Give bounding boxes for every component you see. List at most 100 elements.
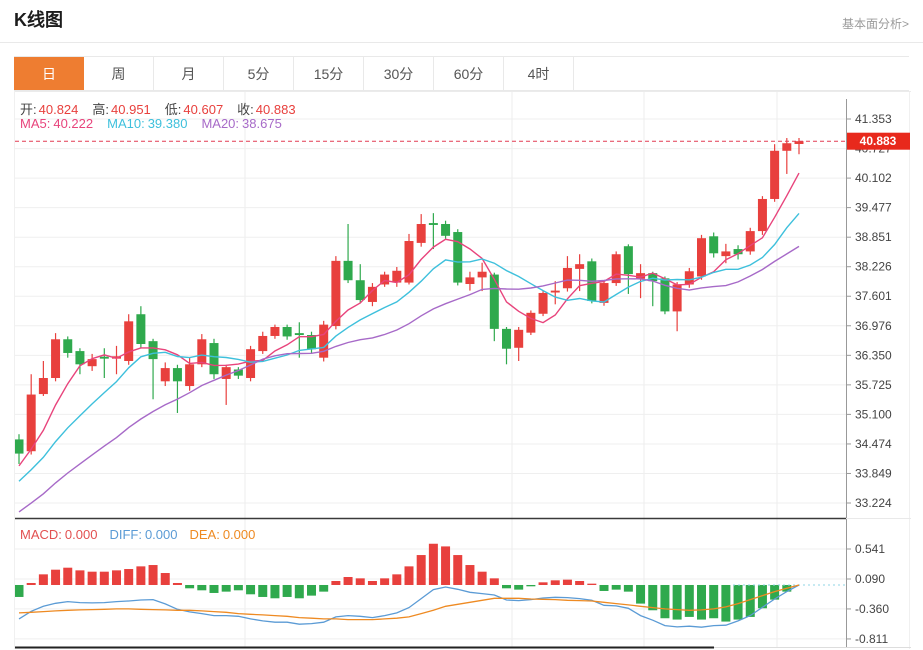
ma20-legend: MA20: 38.675 [201, 116, 282, 131]
price-axis-label: 39.477 [855, 201, 892, 215]
tab-周[interactable]: 周 [84, 57, 154, 90]
macd-bar [343, 577, 353, 585]
candle [550, 290, 560, 293]
price-axis-label: 41.353 [855, 112, 892, 126]
macd-bar [757, 584, 767, 609]
candle [185, 364, 195, 387]
macd-bar [465, 565, 475, 585]
tab-月[interactable]: 月 [154, 57, 224, 90]
price-axis-label: 37.601 [855, 289, 892, 303]
ma10-legend: MA10: 39.380 [107, 116, 188, 131]
tab-5分[interactable]: 5分 [224, 57, 294, 90]
quote-close: 收: 40.883 [237, 99, 295, 118]
macd-bar [587, 583, 597, 585]
candle [428, 223, 438, 225]
dea-line [18, 584, 800, 621]
tab-4时[interactable]: 4时 [504, 57, 574, 90]
candle [782, 143, 792, 151]
chart-panel: 41.35340.72740.10239.47738.85138.22637.6… [14, 91, 911, 649]
macd-bar [514, 584, 524, 590]
macd-bar [160, 573, 170, 585]
candle [538, 292, 548, 314]
candle [63, 339, 73, 353]
candle [282, 326, 292, 337]
price-axis-label: 33.849 [855, 466, 892, 480]
candle [112, 356, 121, 359]
macd-bar [270, 584, 280, 599]
close-value: 40.883 [255, 102, 296, 117]
tab-30分[interactable]: 30分 [364, 57, 434, 90]
candle [367, 286, 377, 302]
ma5-legend: MA5: 40.222 [20, 116, 94, 131]
macd-bar [355, 578, 365, 585]
candle [172, 368, 182, 382]
high-value: 40.951 [111, 102, 151, 117]
current-price-badge [847, 132, 910, 150]
candle [502, 328, 511, 349]
price-axis-label: 34.474 [855, 437, 892, 451]
candle [526, 312, 536, 333]
macd-bar [502, 584, 511, 589]
page-title: K线图 [14, 10, 63, 30]
macd-bar [404, 566, 414, 585]
macd-bar [428, 543, 438, 585]
macd-bar [294, 584, 304, 599]
low-value: 40.607 [183, 102, 224, 117]
candle [258, 335, 268, 352]
ma20-line [18, 245, 800, 513]
macd-bar [258, 584, 268, 597]
tab-15分[interactable]: 15分 [294, 57, 364, 90]
candle [197, 339, 207, 365]
diff-line [18, 584, 800, 628]
macd-bar [172, 582, 182, 585]
macd-bar [550, 580, 560, 585]
macd-bar [185, 584, 195, 589]
candle [636, 273, 646, 279]
diff-legend: DIFF: 0.000 [109, 527, 178, 542]
candle [757, 198, 767, 232]
macd-axis-label: -0.360 [855, 602, 889, 616]
candle [575, 264, 585, 269]
macd-bar [611, 584, 621, 590]
macd-bar [575, 580, 585, 585]
ma10-line [18, 212, 800, 482]
macd-bar [51, 569, 61, 585]
candle [160, 368, 170, 382]
macd-bar [197, 584, 207, 591]
candle [465, 277, 475, 285]
macd-bar [246, 584, 256, 595]
candle [477, 271, 487, 278]
page-header: K线图 基本面分析> [0, 0, 923, 32]
close-label: 收: [237, 102, 254, 117]
candle [148, 341, 158, 360]
macd-bar [26, 582, 36, 585]
quote-high: 高: 40.951 [92, 99, 150, 118]
header-divider [0, 42, 923, 43]
macd-bar [319, 584, 329, 592]
tab-日[interactable]: 日 [14, 57, 84, 90]
quote-open: 开: 40.824 [20, 99, 78, 118]
candle [87, 359, 97, 367]
price-axis-label: 38.851 [855, 230, 892, 244]
price-axis-label: 35.725 [855, 378, 892, 392]
macd-bar [75, 570, 85, 585]
candle [441, 224, 451, 236]
kline-chart-canvas[interactable]: 41.35340.72740.10239.47738.85138.22637.6… [15, 91, 911, 649]
candle [745, 231, 755, 252]
tab-60分[interactable]: 60分 [434, 57, 504, 90]
fundamental-analysis-link[interactable]: 基本面分析> [841, 17, 909, 31]
macd-bar [441, 546, 451, 585]
macd-bar [721, 584, 731, 622]
tab-bar: 日周月 5分 15分 30分 60分 4时 [14, 56, 909, 91]
candle [15, 439, 24, 454]
macd-bar [684, 584, 694, 617]
candle [124, 321, 134, 362]
price-axis-label: 38.226 [855, 260, 892, 274]
candle [221, 367, 231, 379]
candle [343, 260, 353, 281]
candle [136, 314, 146, 344]
macd-bar [136, 566, 146, 585]
macd-bar [124, 569, 134, 585]
candle [514, 329, 524, 348]
candle [562, 267, 572, 289]
